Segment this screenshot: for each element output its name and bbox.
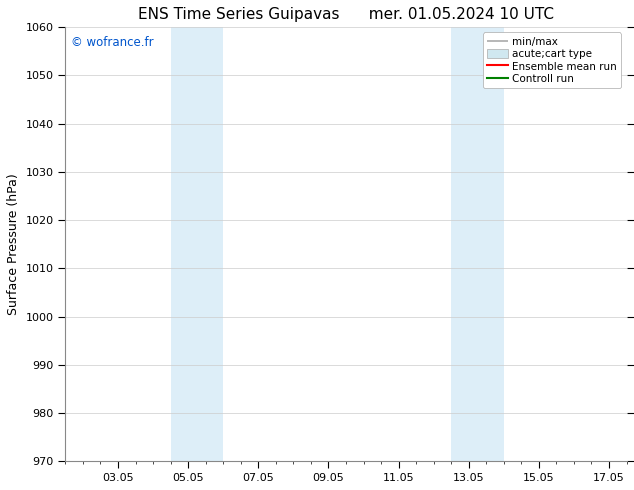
Title: ENS Time Series Guipavas      mer. 01.05.2024 10 UTC: ENS Time Series Guipavas mer. 01.05.2024… — [138, 7, 554, 22]
Bar — [171, 27, 223, 461]
Text: © wofrance.fr: © wofrance.fr — [71, 36, 153, 49]
Bar — [451, 27, 504, 461]
Legend: min/max, acute;cart type, Ensemble mean run, Controll run: min/max, acute;cart type, Ensemble mean … — [483, 32, 621, 88]
Y-axis label: Surface Pressure (hPa): Surface Pressure (hPa) — [7, 173, 20, 315]
